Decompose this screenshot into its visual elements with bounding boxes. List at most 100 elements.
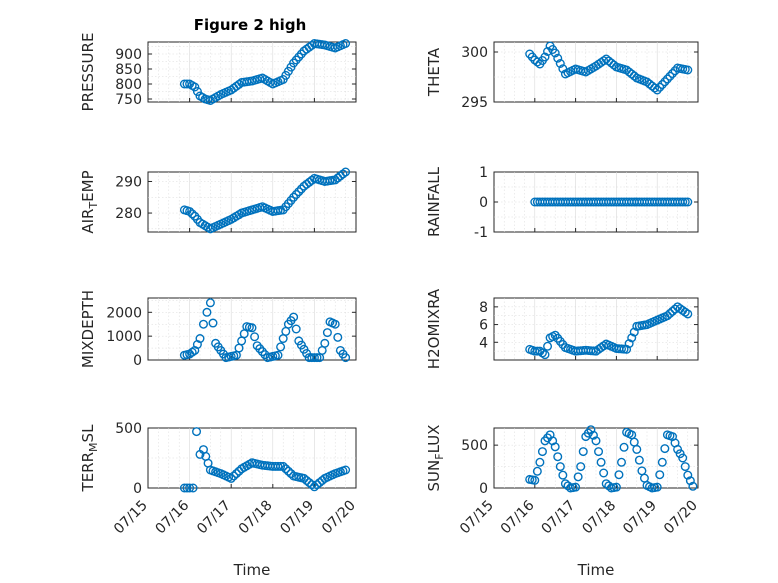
data-point [571, 482, 581, 492]
y-tick-label: 8 [479, 300, 488, 316]
x-tick-label: 07/15 [111, 498, 151, 538]
data-point [309, 353, 319, 363]
data-point [208, 318, 218, 328]
data-point [192, 427, 202, 437]
data-point [276, 461, 286, 471]
data-point [530, 475, 540, 485]
y-tick-label: 4 [479, 335, 488, 351]
data-point [312, 353, 322, 363]
data-point [555, 462, 565, 472]
subplot-4: -1 0 1 RAINFALL [425, 165, 699, 241]
data-point [657, 79, 667, 89]
data-point [226, 473, 236, 483]
x-tick-label: 07/16 [498, 497, 538, 537]
data-point [283, 466, 293, 476]
y-tick-label: 500 [115, 421, 142, 437]
data-point [555, 59, 565, 69]
data-point [662, 74, 672, 84]
data-point [341, 465, 351, 475]
data-point [289, 312, 299, 322]
y-tick-label: 1 [479, 165, 488, 181]
data-point [543, 341, 553, 351]
data-point [229, 471, 239, 481]
data-point [576, 462, 586, 472]
data-point [611, 482, 621, 492]
data-point [182, 483, 192, 493]
y-axis-label: AIRTEMP [79, 170, 100, 233]
data-point [683, 309, 693, 319]
data-point [537, 447, 547, 457]
y-axis-label: THETA [425, 47, 443, 97]
y-tick-label: 2000 [106, 305, 142, 321]
x-tick-label: 07/17 [194, 498, 234, 538]
data-point [532, 346, 542, 356]
data-point [678, 453, 688, 463]
data-point [540, 52, 550, 62]
data-point [680, 462, 690, 472]
data-point [205, 298, 215, 308]
data-point [550, 48, 560, 58]
subplot-6: 46 8 H2OMIXRA [425, 288, 699, 369]
x-tick-label: 07/16 [153, 497, 193, 537]
data-point [619, 442, 629, 452]
data-point [185, 483, 195, 493]
data-point [185, 206, 195, 216]
data-point [294, 187, 304, 197]
data-point [655, 470, 665, 480]
data-point [296, 184, 306, 194]
x-axis-label: Time [577, 561, 615, 579]
data-point [627, 333, 637, 343]
data-point [591, 436, 601, 446]
axes-frame [147, 41, 357, 103]
data-point [281, 464, 291, 474]
data-point [678, 197, 688, 207]
data-point [596, 457, 606, 467]
data-point [341, 39, 351, 49]
subplot-5: 0 1000 2000 MIXDEPTH [79, 290, 357, 369]
data-point [573, 472, 583, 482]
data-point [660, 444, 670, 454]
data-point [322, 328, 332, 338]
data-point [231, 469, 241, 479]
data-point [680, 307, 690, 317]
y-tick-label: 1000 [106, 329, 142, 345]
data-point [532, 57, 542, 67]
subplot-8: 0 500 07/15 07/16 07/17 07/18 07/19 07/20 SUNFLU… [425, 425, 701, 579]
data-point [685, 476, 695, 486]
data-point [535, 457, 545, 467]
data-point [247, 323, 257, 333]
data-point [662, 311, 672, 321]
data-point [632, 444, 642, 454]
data-point [652, 482, 662, 492]
y-axis-label: RAINFALL [425, 166, 443, 237]
y-tick-label: 300 [461, 45, 488, 61]
data-point [341, 167, 351, 177]
data-point [614, 470, 624, 480]
data-point [588, 430, 598, 440]
y-tick-label: 0 [479, 195, 488, 211]
subplot-2: 295 300 THETA [425, 41, 699, 111]
data-point [680, 197, 690, 207]
axes-frame [493, 41, 699, 103]
data-point [188, 483, 198, 493]
data-point [190, 82, 200, 92]
data-point [273, 350, 283, 360]
data-point [668, 68, 678, 78]
y-tick-label: 295 [461, 95, 488, 111]
y-tick-label: 0 [479, 481, 488, 497]
y-axis-label: TERRMSL [79, 424, 100, 493]
y-tick-label: -1 [474, 225, 488, 241]
data-point [683, 470, 693, 480]
data-point [622, 344, 632, 354]
data-point [553, 53, 563, 63]
data-point [202, 307, 212, 317]
data-point [660, 77, 670, 87]
data-point [307, 480, 317, 490]
subplot-7: 0 500 07/15 07/16 07/17 07/18 07/19 07/20 TERRMS… [79, 421, 359, 579]
data-point [599, 468, 609, 478]
data-point [668, 306, 678, 316]
data-point [192, 86, 202, 96]
data-point [688, 481, 698, 491]
x-tick-label: 07/18 [579, 498, 619, 538]
y-tick-label: 850 [115, 62, 142, 78]
